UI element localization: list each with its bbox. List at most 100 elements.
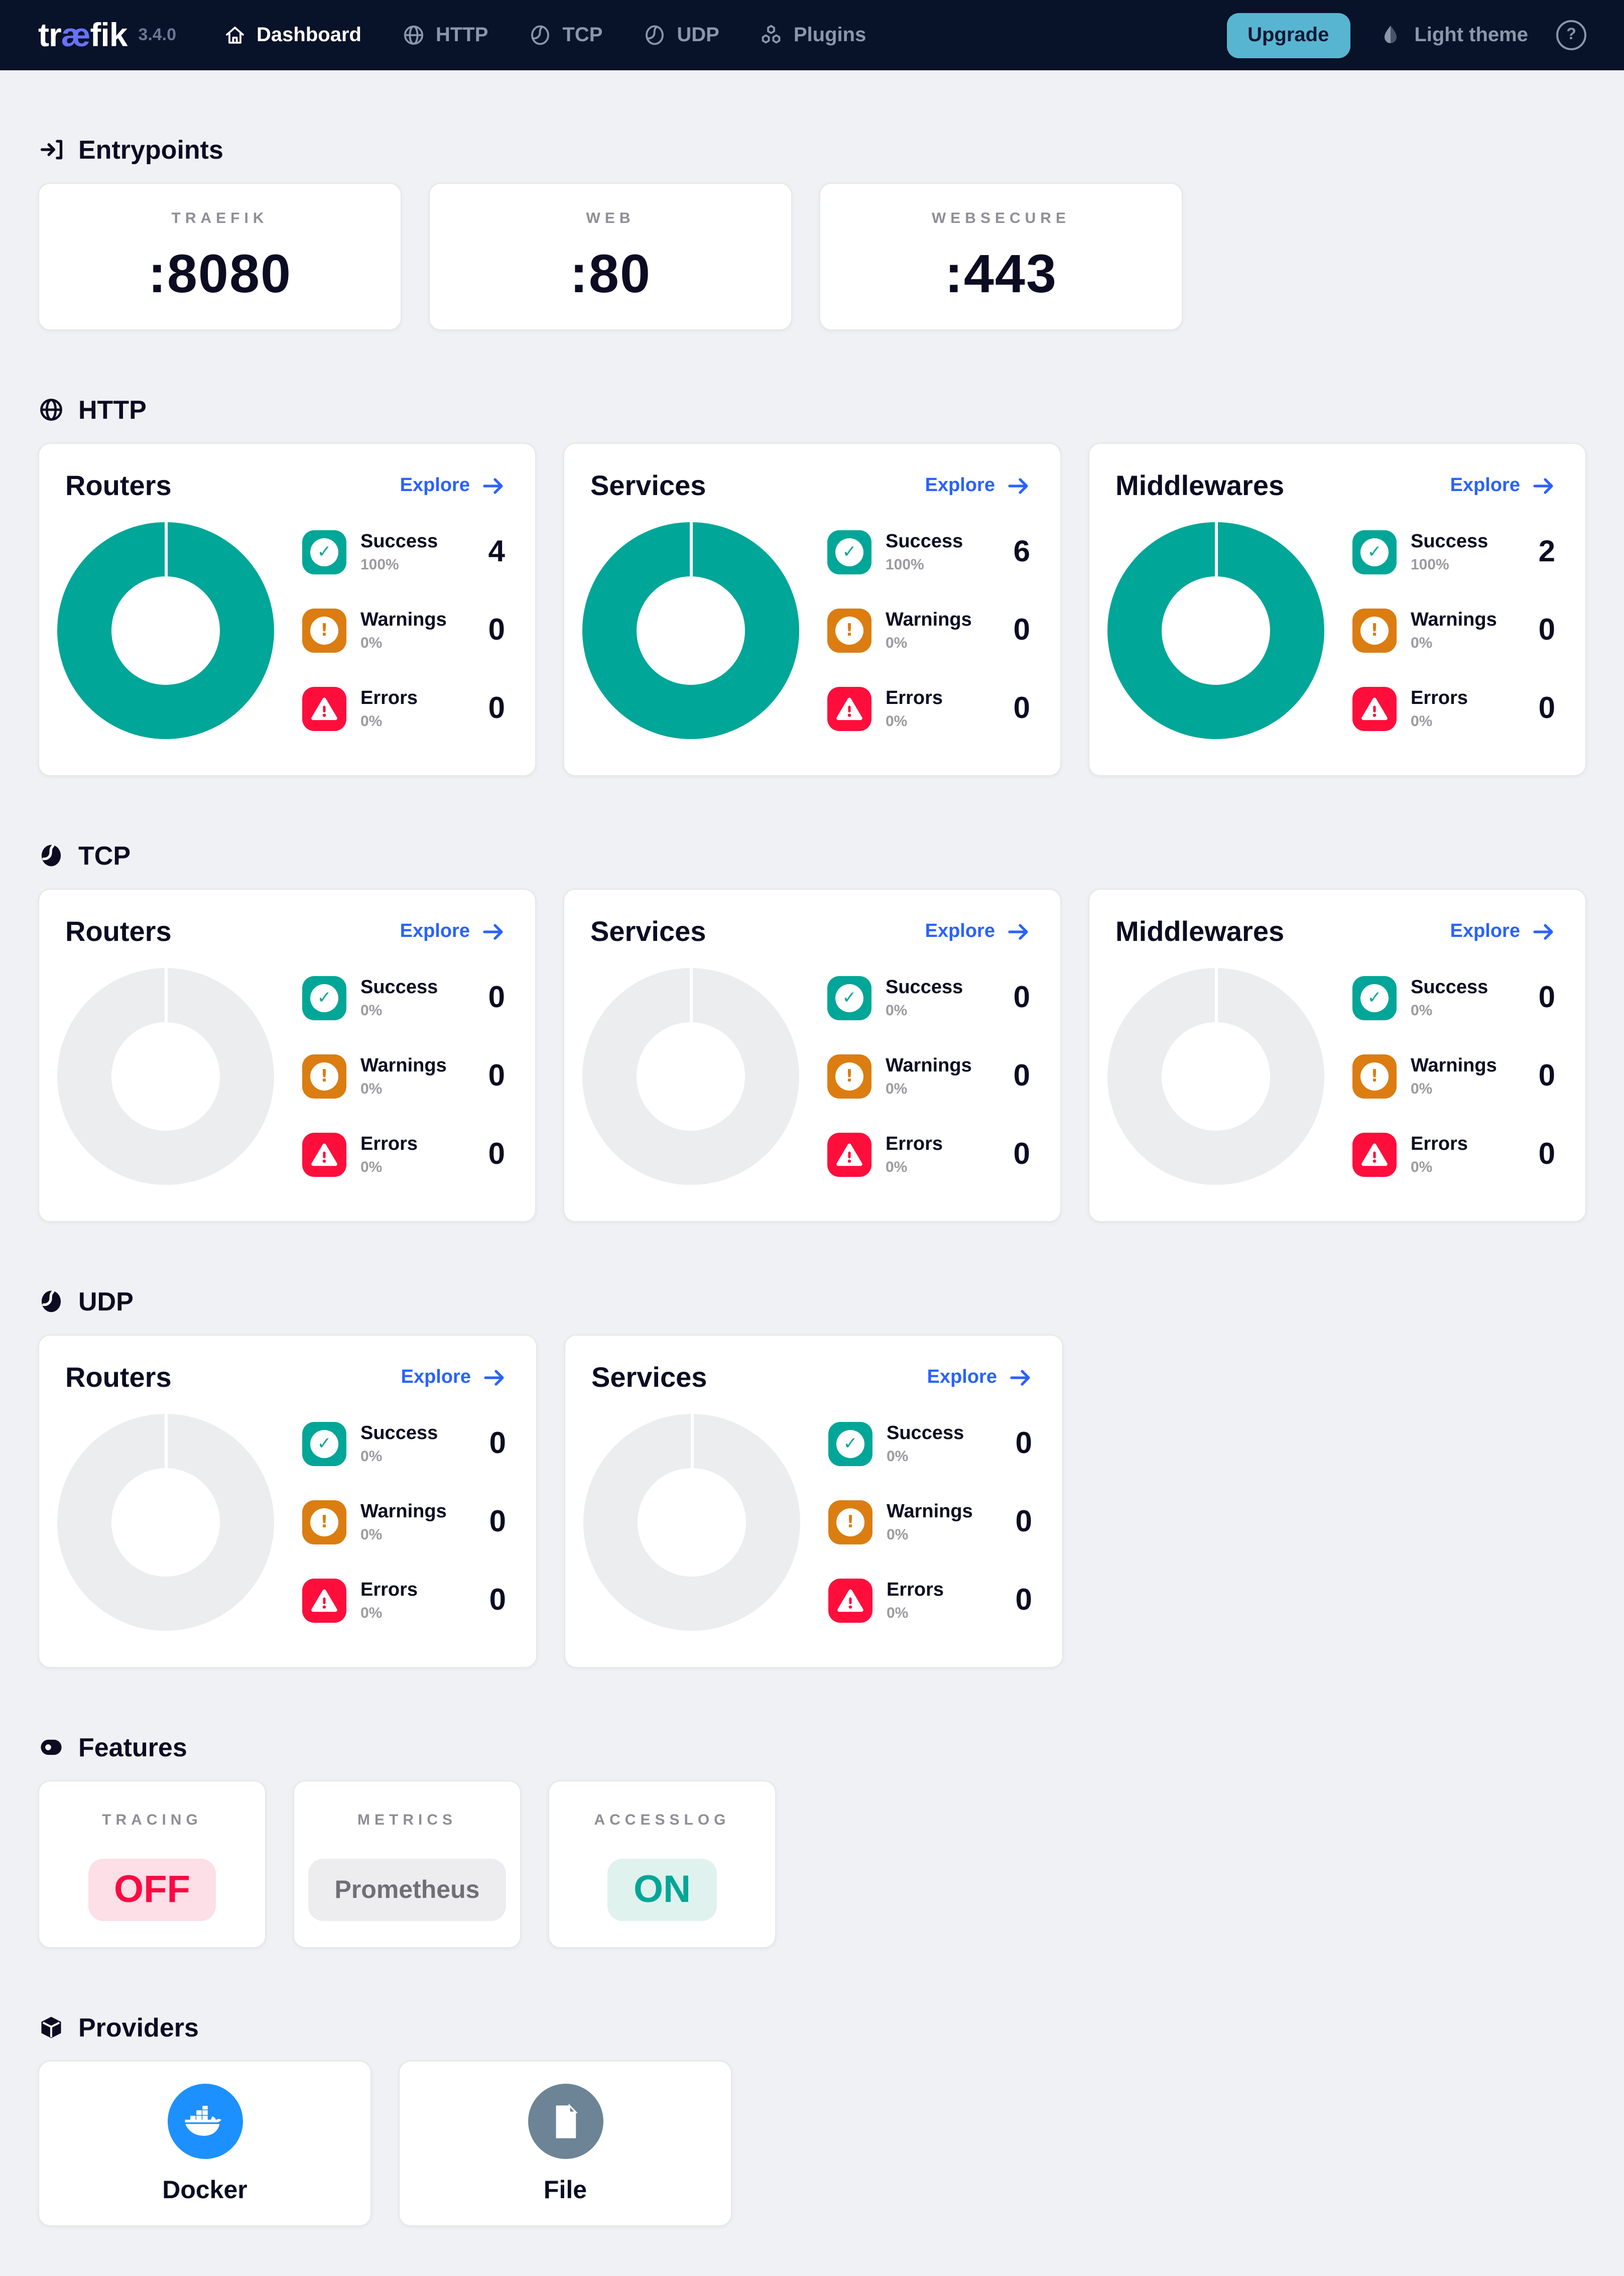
arrow-right-icon: [1008, 924, 1028, 940]
tcp-middlewares-card: Middlewares Explore ✓ Success 0% 0: [1088, 889, 1586, 1222]
legend-row-success: ✓ Success 100% 6: [827, 530, 1030, 574]
file-icon: [528, 2084, 603, 2159]
legend-row-errors: Errors 0% 0: [1352, 687, 1555, 731]
theme-toggle[interactable]: Light theme: [1378, 23, 1528, 47]
feature-status-badge: ON: [607, 1859, 717, 1921]
feature-name: ACCESSLOG: [594, 1812, 730, 1829]
pipe-icon: [646, 25, 664, 45]
feature-status-badge: OFF: [88, 1859, 216, 1921]
legend-percent: 0%: [1411, 1159, 1433, 1176]
legend-percent: 0%: [886, 713, 908, 730]
section-features: Features TRACING OFF METRICS Prometheus …: [38, 1732, 1586, 1948]
http-middlewares-donut-chart: [1107, 522, 1324, 739]
success-icon: ✓: [828, 1422, 872, 1466]
explore-label: Explore: [1450, 921, 1520, 942]
feature-card-metrics: METRICS Prometheus: [293, 1780, 521, 1948]
logo-ae: æ: [61, 16, 91, 53]
entrypoint-port: :8080: [148, 244, 292, 304]
success-icon: ✓: [1352, 976, 1397, 1020]
legend-row-warnings: ! Warnings 0% 0: [827, 609, 1030, 653]
legend-row-errors: Errors 0% 0: [302, 1133, 505, 1177]
legend-label: Warnings: [886, 610, 972, 631]
success-icon: ✓: [827, 976, 871, 1020]
explore-label: Explore: [400, 921, 470, 942]
legend-label: Warnings: [360, 1055, 447, 1076]
explore-link[interactable]: Explore: [925, 474, 1030, 498]
udp-services-donut-chart: [583, 1414, 800, 1631]
toggle-icon: [41, 1739, 62, 1755]
http-services-donut-chart: [582, 522, 799, 739]
nav-item-plugins[interactable]: Plugins: [760, 23, 866, 47]
enter-icon: [40, 140, 63, 160]
legend-percent: 0%: [887, 1448, 909, 1465]
legend-row-errors: Errors 0% 0: [827, 687, 1030, 731]
nav-item-label: UDP: [677, 24, 719, 46]
help-icon[interactable]: ?: [1556, 20, 1586, 50]
legend-row-errors: Errors 0% 0: [1352, 1133, 1555, 1177]
legend-percent: 0%: [360, 1605, 383, 1622]
warning-icon: !: [828, 1500, 872, 1544]
version-label: 3.4.0: [138, 25, 177, 44]
udp-cards: Routers Explore ✓ Success 0% 0 !: [38, 1335, 1586, 1668]
features-heading: Features: [38, 1732, 1586, 1762]
tcp-routers-donut-chart: [57, 968, 274, 1185]
legend-value: 0: [488, 1138, 505, 1171]
udp-services-card: Services Explore ✓ Success 0% 0: [564, 1335, 1063, 1668]
provider-name: File: [543, 2176, 587, 2204]
legend-percent: 0%: [887, 1526, 909, 1543]
http-middlewares-card: Middlewares Explore ✓ Success 100% 2: [1088, 443, 1586, 776]
upgrade-button[interactable]: Upgrade: [1226, 13, 1350, 58]
legend-percent: 100%: [1411, 556, 1449, 573]
section-http: HTTP Routers Explore ✓ Success 100%: [38, 395, 1586, 776]
providers-heading: Providers: [38, 2012, 1586, 2043]
traefik-logo[interactable]: træfik: [38, 16, 128, 54]
card-title: Routers: [65, 1362, 172, 1393]
explore-link[interactable]: Explore: [400, 474, 505, 498]
explore-link[interactable]: Explore: [927, 1366, 1032, 1390]
legend-percent: 0%: [886, 1002, 908, 1019]
arrow-right-icon: [483, 924, 503, 940]
legend-value: 0: [1538, 1138, 1555, 1171]
explore-link[interactable]: Explore: [1450, 920, 1555, 944]
legend-value: 0: [488, 981, 505, 1014]
card-title: Services: [590, 916, 706, 947]
legend-row-warnings: ! Warnings 0% 0: [1352, 1054, 1555, 1099]
provider-name: Docker: [162, 2176, 247, 2204]
udp-routers-card: Routers Explore ✓ Success 0% 0 !: [38, 1335, 537, 1668]
legend-value: 0: [1013, 1059, 1030, 1093]
legend-value: 2: [1538, 535, 1555, 568]
arrow-right-icon: [484, 1370, 504, 1386]
section-entrypoints: Entrypoints TRAEFIK :8080 WEB :80 WEBSEC…: [38, 135, 1586, 330]
feature-card-tracing: TRACING OFF: [38, 1780, 266, 1948]
explore-link[interactable]: Explore: [401, 1366, 506, 1390]
error-icon: [828, 1579, 872, 1623]
contrast-drop-icon: [1384, 26, 1397, 43]
nav-item-http[interactable]: HTTP: [402, 23, 488, 47]
legend-row-success: ✓ Success 0% 0: [827, 976, 1030, 1020]
legend-percent: 0%: [360, 635, 383, 652]
warning-icon: !: [1352, 609, 1397, 653]
success-icon: ✓: [1352, 530, 1397, 574]
success-icon: ✓: [302, 1422, 346, 1466]
nav-item-udp[interactable]: UDP: [643, 23, 719, 47]
top-navbar: træfik 3.4.0 Dashboard HTTP TCP UDP Plug…: [0, 0, 1624, 70]
success-icon: ✓: [827, 530, 871, 574]
provider-card-file: File: [399, 2061, 732, 2226]
dashboard-content: Entrypoints TRAEFIK :8080 WEB :80 WEBSEC…: [0, 135, 1624, 2226]
nav-item-tcp[interactable]: TCP: [528, 23, 602, 47]
legend-label: Errors: [1411, 688, 1468, 709]
section-providers: Providers: [38, 2012, 1586, 2226]
nav-item-label: Plugins: [793, 24, 866, 46]
section-tcp: TCP Routers Explore ✓ Success 0%: [38, 841, 1586, 1222]
nav-item-dashboard[interactable]: Dashboard: [222, 23, 361, 47]
nav-item-label: HTTP: [435, 24, 488, 46]
entrypoint-port: :80: [569, 244, 652, 304]
explore-link[interactable]: Explore: [1450, 474, 1555, 498]
explore-link[interactable]: Explore: [925, 920, 1030, 944]
legend-row-success: ✓ Success 0% 0: [302, 976, 505, 1020]
explore-link[interactable]: Explore: [400, 920, 505, 944]
legend-value: 0: [1015, 1427, 1032, 1460]
feature-name: METRICS: [357, 1812, 457, 1829]
tcp-middlewares-donut-chart: [1107, 968, 1324, 1185]
legend-percent: 0%: [886, 1159, 908, 1176]
